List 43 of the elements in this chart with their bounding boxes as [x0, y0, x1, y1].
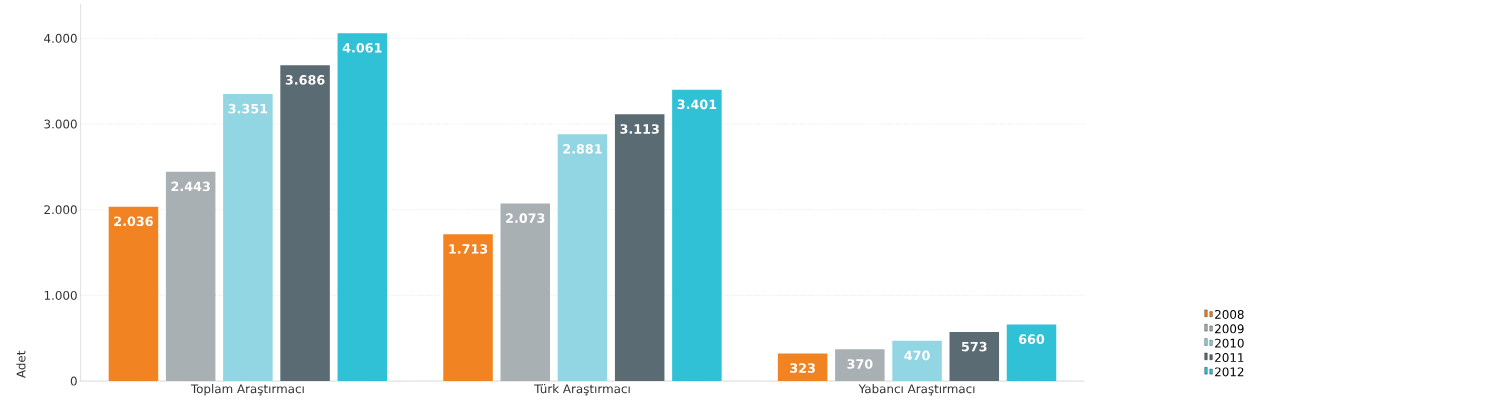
data-label: 2.036 [114, 216, 153, 226]
data-label: 323 [790, 363, 815, 373]
bar [1006, 324, 1057, 381]
y-tick-label: 2.000 [44, 205, 77, 215]
bar [777, 353, 828, 381]
y-tick-label: 1.000 [44, 290, 77, 300]
bar [223, 93, 273, 381]
data-label: 2.073 [506, 213, 545, 223]
y-tick-label: 4.000 [44, 33, 77, 43]
x-tick-label: Yabancı Araştırmacı [858, 383, 975, 396]
data-label: 370 [847, 359, 873, 369]
bar [614, 114, 665, 381]
data-label: 3.351 [228, 103, 268, 114]
data-label: 2.443 [171, 181, 210, 192]
legend-label: 2011 [1215, 352, 1244, 362]
y-axis-title: Adet [16, 350, 26, 378]
data-label: 4.061 [342, 42, 382, 53]
x-tick-label: Toplam Araştırmacı [190, 383, 304, 396]
data-label: 3.401 [677, 99, 717, 109]
data-label: 660 [1018, 334, 1045, 344]
data-label: 573 [961, 341, 987, 352]
bar [949, 331, 1000, 381]
legend-label: 2008 [1215, 309, 1244, 319]
data-label: 2.881 [563, 143, 602, 154]
y-tick-label: 0 [70, 376, 77, 386]
bar [280, 65, 330, 381]
data-label: 470 [904, 350, 930, 361]
bar [108, 206, 159, 381]
data-label: 3.686 [285, 74, 325, 85]
bar [672, 89, 722, 381]
bar [337, 32, 388, 381]
bar [500, 203, 551, 381]
bar [835, 349, 885, 381]
legend-label: 2009 [1215, 324, 1244, 334]
bar [892, 340, 942, 381]
data-label: 3.113 [620, 124, 659, 134]
bar [443, 234, 493, 381]
legend-label: 2012 [1215, 367, 1244, 377]
y-tick-label: 3.000 [44, 119, 77, 129]
legend-label: 2010 [1215, 338, 1244, 348]
bar [557, 134, 608, 381]
data-label: 1.713 [449, 243, 488, 254]
x-tick-label: Türk Araştırmacı [534, 383, 630, 396]
